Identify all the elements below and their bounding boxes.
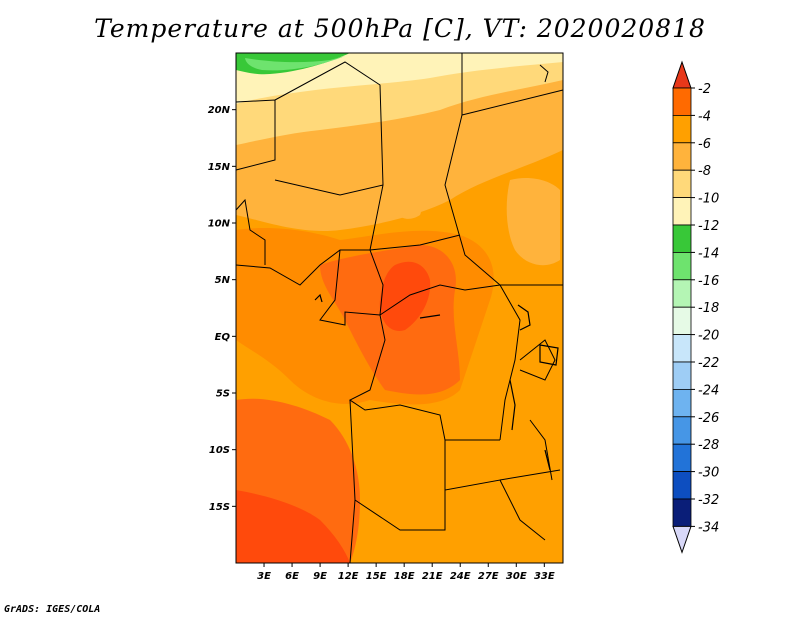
lat-tick-label: 15N — [208, 162, 231, 173]
field-core-2 — [379, 261, 431, 331]
colorbar-label: -26 — [698, 411, 719, 426]
field-band-n10 — [236, 53, 563, 104]
field-band-n14 — [245, 56, 345, 71]
lon-axis: 3E 6E 9E 12E 15E 18E 21E 24E 27E 30E 33E — [257, 563, 555, 582]
colorbar-label: -32 — [698, 493, 719, 508]
colorbar-label: -14 — [698, 246, 719, 261]
lon-tick-label: 6E — [285, 571, 299, 582]
lat-axis: 20N 15N 10N 5N EQ 5S 10S 15S — [208, 105, 236, 513]
lon-tick-label: 3E — [257, 571, 271, 582]
colorbar-swatch — [672, 471, 692, 500]
colorbar-label: -28 — [698, 438, 719, 453]
colorbar-swatch — [672, 224, 692, 253]
colorbar-label: -10 — [698, 192, 719, 207]
lon-tick-label: 9E — [313, 571, 327, 582]
lat-tick-label: 15S — [209, 502, 230, 513]
colorbar-swatch — [672, 87, 692, 116]
lon-tick-label: 33E — [534, 571, 555, 582]
colorbar-top-arrow — [672, 60, 692, 89]
colorbar-label: -8 — [698, 164, 711, 179]
colorbar-swatch — [672, 197, 692, 226]
grads-credit: GrADS: IGES/COLA — [4, 604, 101, 615]
colorbar-swatch — [672, 498, 692, 527]
colorbar-bottom-arrow — [672, 525, 692, 554]
colorbar-label: -18 — [698, 301, 719, 316]
lat-tick-label: 10S — [209, 445, 230, 456]
colorbar-label: -30 — [698, 466, 719, 481]
colorbar-swatch — [672, 279, 692, 308]
lon-tick-label: 12E — [338, 571, 359, 582]
colorbar: -2 -4 -6 -8 -10 -12 -14 -16 -18 -20 -22 -24 -26 -28 -3… — [672, 60, 719, 554]
field-se-6 — [455, 415, 563, 563]
colorbar-swatch — [672, 115, 692, 144]
colorbar-swatch — [672, 334, 692, 363]
country-borders — [235, 53, 564, 564]
colorbar-label: -4 — [698, 109, 711, 124]
temperature-field — [236, 53, 563, 563]
page-title: Temperature at 500hPa [C], VT: 202002081… — [94, 14, 706, 43]
colorbar-label: -16 — [698, 274, 719, 289]
lon-tick-label: 18E — [394, 571, 415, 582]
lon-tick-label: 15E — [366, 571, 387, 582]
lon-tick-label: 27E — [478, 571, 499, 582]
colorbar-label: -34 — [698, 520, 719, 535]
field-patch-2 — [395, 203, 421, 219]
colorbar-label: -12 — [698, 219, 719, 234]
lon-tick-label: 24E — [450, 571, 471, 582]
colorbar-swatch — [672, 416, 692, 445]
colorbar-swatch — [672, 169, 692, 198]
lon-tick-label: 21E — [422, 571, 443, 582]
colorbar-swatch — [672, 251, 692, 281]
colorbar-swatch — [672, 306, 692, 336]
colorbar-swatch — [672, 388, 692, 418]
field-sw-2 — [236, 490, 350, 563]
lat-tick-label: 10N — [208, 219, 231, 230]
colorbar-swatch — [672, 361, 692, 390]
lon-tick-label: 30E — [506, 571, 527, 582]
lat-tick-label: 5N — [215, 275, 231, 286]
colorbar-label: -2 — [698, 82, 711, 97]
colorbar-label: -20 — [698, 329, 719, 344]
colorbar-label: -22 — [698, 356, 719, 371]
field-patch-1 — [506, 178, 560, 266]
lat-tick-label: EQ — [215, 332, 231, 343]
colorbar-label: -24 — [698, 383, 719, 398]
map-frame — [235, 52, 564, 564]
lat-tick-label: 20N — [208, 105, 231, 116]
lat-tick-label: 5S — [216, 389, 230, 400]
lakes — [314, 293, 559, 471]
colorbar-label: -6 — [698, 137, 711, 152]
colorbar-swatch — [672, 443, 692, 473]
colorbar-swatch — [672, 142, 692, 171]
